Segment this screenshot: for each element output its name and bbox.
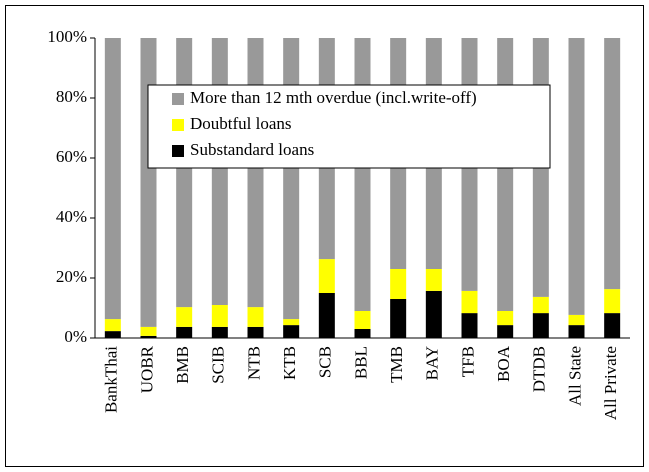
bar-segment xyxy=(461,290,478,314)
x-tick-label: All Private xyxy=(601,346,620,420)
bar-segment xyxy=(354,329,371,338)
x-tick-label: BMB xyxy=(173,346,192,384)
bar-segment xyxy=(497,325,514,338)
bar-segment xyxy=(176,326,193,338)
legend-label: Substandard loans xyxy=(190,140,314,159)
legend: More than 12 mth overdue (incl.write-off… xyxy=(147,84,551,169)
bar-segment xyxy=(283,325,300,338)
bar-segment xyxy=(568,314,585,326)
bar-segment xyxy=(425,269,442,291)
bar-segment xyxy=(211,305,228,327)
bar-segment xyxy=(532,296,549,314)
legend-label: Doubtful loans xyxy=(190,114,292,133)
bar-segment xyxy=(604,38,621,290)
bar-segment xyxy=(247,38,264,308)
bar-segment xyxy=(176,38,193,308)
bar-segment xyxy=(247,307,264,327)
bar-segment xyxy=(425,290,442,338)
legend-swatch xyxy=(172,93,184,105)
legend-swatch xyxy=(172,145,184,157)
bar-segment xyxy=(211,38,228,305)
bar-segment xyxy=(318,259,335,293)
x-tick-label: BankThai xyxy=(102,346,121,413)
x-tick-label: KTB xyxy=(280,346,299,380)
bar-segment xyxy=(532,313,549,338)
y-tick-label: 100% xyxy=(47,27,87,46)
bar-segment xyxy=(604,289,621,314)
bar-segment xyxy=(283,319,300,326)
x-tick-label: SCB xyxy=(316,346,335,378)
bar-segment xyxy=(104,319,121,332)
bar-segment xyxy=(140,335,157,338)
bar-segment xyxy=(140,38,157,327)
y-tick-label: 20% xyxy=(56,267,87,286)
x-tick-label: BAY xyxy=(423,346,442,380)
bar-segment xyxy=(568,325,585,338)
bar-segment xyxy=(140,326,157,336)
x-tick-label: BBL xyxy=(351,346,370,379)
bar-segment xyxy=(497,311,514,326)
x-tick-label: NTB xyxy=(244,346,263,380)
bar-segment xyxy=(497,38,514,311)
x-tick-label: SCIB xyxy=(209,346,228,384)
bar-segment xyxy=(104,331,121,338)
bar-segment xyxy=(247,326,264,338)
x-tick-label: TFB xyxy=(458,346,477,377)
legend-label: More than 12 mth overdue (incl.write-off… xyxy=(190,88,477,107)
legend-swatch xyxy=(172,119,184,131)
bar-segment xyxy=(354,311,371,329)
y-tick-label: 0% xyxy=(64,327,87,346)
bar-segment xyxy=(568,38,585,315)
bar-segment xyxy=(104,38,121,320)
y-tick-label: 60% xyxy=(56,147,87,166)
bar-segment xyxy=(283,38,300,320)
bar-segment xyxy=(354,38,371,311)
x-tick-label: DTDB xyxy=(530,346,549,392)
bar-segment xyxy=(390,269,407,299)
x-tick-label: BOA xyxy=(494,345,513,382)
x-tick-label: UOBR xyxy=(137,345,156,393)
bar-segment xyxy=(318,293,335,338)
y-tick-label: 80% xyxy=(56,87,87,106)
x-tick-label: All State xyxy=(565,346,584,406)
bar-segment xyxy=(604,313,621,338)
bar-segment xyxy=(176,307,193,327)
legend-box xyxy=(147,84,551,169)
bar-segment xyxy=(211,326,228,338)
bar-segment xyxy=(461,313,478,338)
bar-segment xyxy=(390,299,407,338)
x-tick-label: TMB xyxy=(387,346,406,383)
y-tick-label: 40% xyxy=(56,207,87,226)
